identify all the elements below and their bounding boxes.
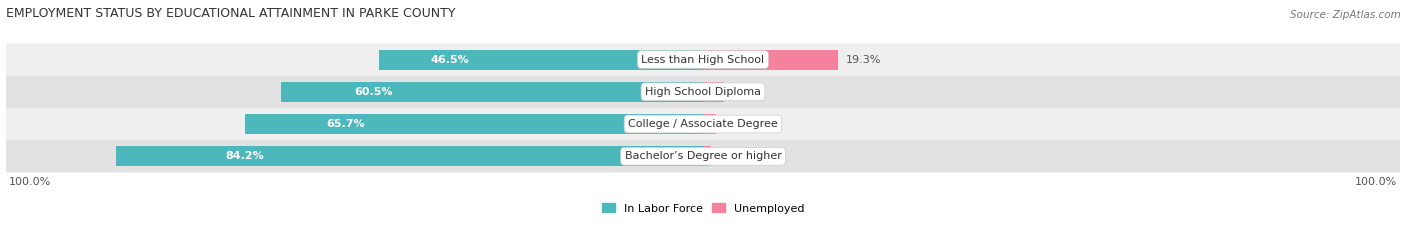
- Text: 100.0%: 100.0%: [8, 177, 51, 187]
- Text: High School Diploma: High School Diploma: [645, 87, 761, 97]
- Bar: [378, 50, 703, 70]
- Text: 84.2%: 84.2%: [225, 151, 264, 161]
- FancyBboxPatch shape: [6, 76, 1400, 108]
- Text: 65.7%: 65.7%: [326, 119, 366, 129]
- FancyBboxPatch shape: [6, 44, 1400, 76]
- Bar: [703, 82, 724, 102]
- Bar: [703, 114, 716, 134]
- Bar: [245, 114, 703, 134]
- Bar: [703, 50, 838, 70]
- Bar: [703, 146, 711, 166]
- Text: 1.8%: 1.8%: [724, 119, 752, 129]
- Text: 100.0%: 100.0%: [1355, 177, 1398, 187]
- Bar: [115, 146, 703, 166]
- Text: 3.0%: 3.0%: [733, 87, 761, 97]
- Text: Less than High School: Less than High School: [641, 55, 765, 65]
- FancyBboxPatch shape: [6, 108, 1400, 140]
- Legend: In Labor Force, Unemployed: In Labor Force, Unemployed: [598, 199, 808, 218]
- Text: Bachelor’s Degree or higher: Bachelor’s Degree or higher: [624, 151, 782, 161]
- Text: Source: ZipAtlas.com: Source: ZipAtlas.com: [1289, 10, 1400, 20]
- Text: 19.3%: 19.3%: [846, 55, 882, 65]
- Bar: [281, 82, 703, 102]
- Text: 46.5%: 46.5%: [430, 55, 470, 65]
- Text: EMPLOYMENT STATUS BY EDUCATIONAL ATTAINMENT IN PARKE COUNTY: EMPLOYMENT STATUS BY EDUCATIONAL ATTAINM…: [6, 7, 456, 20]
- Text: College / Associate Degree: College / Associate Degree: [628, 119, 778, 129]
- Text: 60.5%: 60.5%: [354, 87, 394, 97]
- FancyBboxPatch shape: [6, 140, 1400, 172]
- Text: 1.2%: 1.2%: [720, 151, 748, 161]
